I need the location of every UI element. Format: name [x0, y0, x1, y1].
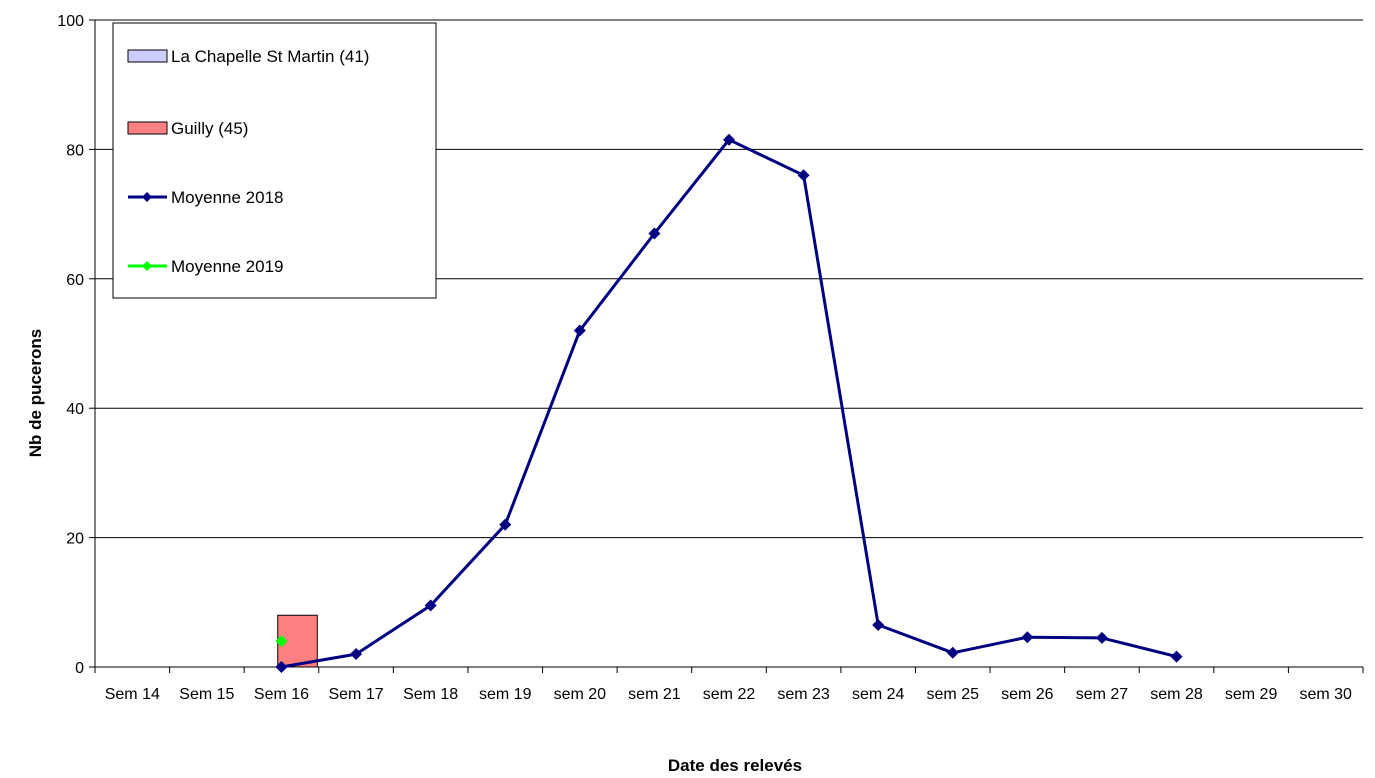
x-tick-label-sem-26: sem 26 [1001, 686, 1054, 703]
point-moyenne-2018-sem-18 [424, 599, 437, 612]
x-tick-label-sem-14: Sem 14 [105, 686, 160, 703]
y-tick-label-80: 80 [66, 142, 84, 159]
legend-marker-moyenne-2018 [142, 192, 152, 202]
legend-marker-moyenne-2019 [142, 261, 152, 271]
y-tick-label-60: 60 [66, 272, 84, 289]
x-tick-label-sem-25: sem 25 [927, 686, 980, 703]
x-tick-label-sem-27: sem 27 [1076, 686, 1129, 703]
point-moyenne-2018-sem-19 [499, 518, 512, 531]
x-tick-label-sem-23: sem 23 [777, 686, 830, 703]
x-tick-label-sem-21: sem 21 [628, 686, 681, 703]
point-moyenne-2018-sem-25 [946, 646, 959, 659]
legend: La Chapelle St Martin (41) Guilly (45) M… [112, 22, 437, 299]
x-tick-label-sem-19: sem 19 [479, 686, 532, 703]
point-moyenne-2018-sem-17 [350, 648, 363, 661]
legend-label-moyenne-2018: Moyenne 2018 [171, 188, 283, 207]
point-moyenne-2018-sem-27 [1095, 631, 1108, 644]
legend-box [112, 22, 437, 299]
y-tick-label-40: 40 [66, 401, 84, 418]
x-tick-labels: Sem 14 Sem 15 Sem 16 Sem 17 Sem 18 sem 19 sem … [105, 686, 1352, 703]
point-moyenne-2018-sem-26 [1021, 631, 1034, 644]
x-tick-label-sem-24: sem 24 [852, 686, 905, 703]
y-tick-label-100: 100 [57, 13, 84, 30]
x-tick-label-sem-15: Sem 15 [179, 686, 234, 703]
y-tick-label-0: 0 [75, 660, 84, 677]
point-moyenne-2018-sem-24 [872, 618, 885, 631]
legend-swatch-la-chapelle [127, 49, 168, 63]
x-tick-label-sem-16: Sem 16 [254, 686, 309, 703]
point-moyenne-2018-sem-16 [275, 661, 288, 673]
series-markers [275, 133, 1183, 673]
legend-label-la-chapelle: La Chapelle St Martin (41) [171, 47, 369, 66]
legend-swatch-guilly [127, 121, 168, 135]
x-tick-label-sem-28: sem 28 [1150, 686, 1203, 703]
x-tick-label-sem-18: Sem 18 [403, 686, 458, 703]
y-tick-labels: 0 20 40 60 80 100 [57, 13, 84, 677]
point-moyenne-2018-sem-21 [648, 227, 661, 240]
point-moyenne-2018-sem-20 [573, 324, 586, 337]
x-tick-label-sem-30: sem 30 [1299, 686, 1352, 703]
x-tick-label-sem-17: Sem 17 [328, 686, 383, 703]
legend-label-guilly: Guilly (45) [171, 119, 248, 138]
point-moyenne-2018-sem-28 [1170, 650, 1183, 663]
y-tick-label-20: 20 [66, 531, 84, 548]
y-axis-title: Nb de pucerons [26, 329, 45, 457]
x-tick-label-sem-22: sem 22 [703, 686, 756, 703]
point-moyenne-2019-sem-16 [275, 635, 288, 648]
axes [89, 19, 1364, 673]
x-tick-label-sem-20: sem 20 [554, 686, 607, 703]
legend-label-moyenne-2019: Moyenne 2019 [171, 257, 283, 276]
point-moyenne-2018-sem-22 [723, 133, 735, 146]
x-tick-label-sem-29: sem 29 [1225, 686, 1278, 703]
x-axis-title: Date des relevés [668, 756, 802, 775]
point-moyenne-2018-sem-23 [797, 169, 810, 182]
